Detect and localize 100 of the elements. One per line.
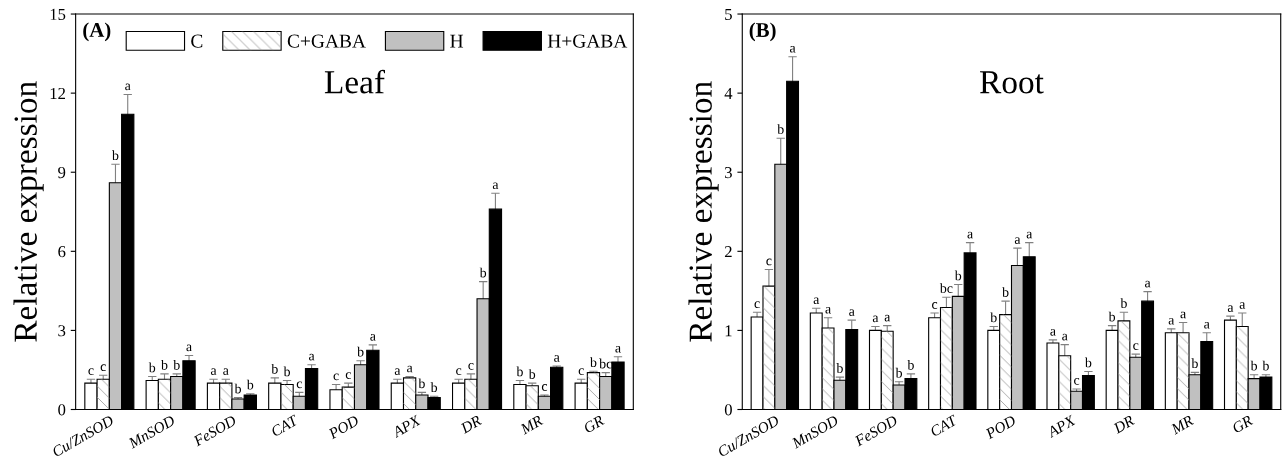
data-label: c xyxy=(100,364,106,372)
data-label: a xyxy=(789,45,796,53)
data-label: a xyxy=(1227,305,1234,312)
x-tick-label: MR xyxy=(519,415,544,435)
y-tick-label: 1 xyxy=(725,325,732,337)
y-tick-label: 0 xyxy=(58,404,66,416)
data-label: a xyxy=(1026,231,1033,239)
data-label: a xyxy=(967,231,973,239)
x-tick-label: CAT xyxy=(929,414,959,437)
data-label: c xyxy=(345,372,351,379)
data-label: c xyxy=(578,368,584,375)
data-label: b xyxy=(148,362,156,373)
data-label: a xyxy=(825,306,831,314)
data-label: b xyxy=(777,124,784,134)
data-label: c xyxy=(456,368,462,375)
data-label: a xyxy=(186,344,192,352)
data-label: b xyxy=(990,312,997,323)
data-label: b xyxy=(528,369,536,379)
data-label: a xyxy=(1239,302,1246,309)
y-axis-title: Relative expression xyxy=(688,81,719,342)
data-label: b xyxy=(283,366,291,377)
y-tick-label: 3 xyxy=(58,325,66,337)
x-tick-label: GR xyxy=(582,414,605,434)
data-label: b xyxy=(1262,360,1269,371)
data-label: b xyxy=(1191,358,1198,369)
data-label: b xyxy=(895,367,903,378)
legend-label: C xyxy=(191,34,203,48)
data-label: b xyxy=(112,150,119,161)
data-label: c xyxy=(296,381,302,389)
data-label: b xyxy=(430,382,438,393)
y-tick-label: 6 xyxy=(58,246,66,258)
annotation: (B) xyxy=(749,22,776,42)
data-label: a xyxy=(223,368,229,375)
data-label: a xyxy=(1180,311,1186,319)
legend-label: C+GABA xyxy=(287,34,366,48)
data-label: b xyxy=(1084,357,1092,368)
data-label: bc xyxy=(599,358,612,369)
y-tick-label: 3 xyxy=(725,166,732,179)
data-label: a xyxy=(394,368,401,375)
data-label: b xyxy=(418,378,425,389)
data-label: a xyxy=(492,182,499,190)
data-label: a xyxy=(1168,317,1175,325)
data-label: a xyxy=(813,297,820,305)
data-label: c xyxy=(1133,343,1139,350)
data-label: a xyxy=(1144,280,1151,288)
legend-label: H xyxy=(450,34,464,48)
text: Leaf xyxy=(324,69,385,94)
x-tick-label: POD xyxy=(327,414,360,440)
data-label: b xyxy=(161,359,168,370)
x-tick-label: DR xyxy=(1112,415,1135,434)
y-tick-label: 15 xyxy=(50,8,66,20)
data-label: a xyxy=(615,345,621,353)
data-label: b xyxy=(907,359,914,370)
data-label: b xyxy=(246,379,254,390)
y-tick-label: 12 xyxy=(50,87,65,99)
data-label: b xyxy=(173,359,180,370)
data-label: a xyxy=(210,368,217,375)
data-label: bc xyxy=(939,283,953,293)
x-tick-label: APX xyxy=(391,414,422,438)
data-label: b xyxy=(954,270,962,281)
data-label: b xyxy=(516,366,523,377)
x-tick-label: GR xyxy=(1231,414,1254,434)
data-label: c xyxy=(754,301,760,309)
data-label: c xyxy=(541,384,548,391)
data-label: b xyxy=(1250,360,1258,371)
x-tick-label: DR xyxy=(459,415,483,434)
x-tick-label: CAT xyxy=(270,414,300,437)
annotation: (A) xyxy=(83,22,111,42)
data-label: c xyxy=(88,368,94,375)
x-tick-label: APX xyxy=(1045,414,1077,438)
data-label: a xyxy=(849,309,855,316)
data-label: a xyxy=(554,355,560,362)
data-label: a xyxy=(1050,329,1056,336)
x-tick-label: POD xyxy=(984,414,1017,440)
legend-label: H+GABA xyxy=(547,34,628,48)
data-label: a xyxy=(125,83,131,91)
data-label: a xyxy=(1014,237,1021,244)
data-label: c xyxy=(1074,378,1080,385)
data-label: c xyxy=(468,363,474,370)
data-label: b xyxy=(479,267,487,278)
data-label: c xyxy=(333,373,339,381)
data-label: b xyxy=(1120,298,1127,309)
text: Root xyxy=(980,71,1044,94)
data-label: a xyxy=(407,365,413,373)
data-label: c xyxy=(766,258,772,266)
data-label: c xyxy=(932,302,938,309)
data-label: a xyxy=(872,315,879,323)
data-label: b xyxy=(357,346,364,357)
data-label: a xyxy=(884,314,891,322)
data-label: b xyxy=(1108,311,1116,322)
data-label: b xyxy=(1002,287,1009,297)
data-label: a xyxy=(1062,333,1068,341)
data-label: a xyxy=(370,334,376,341)
data-label: b xyxy=(271,363,278,374)
y-tick-label: 0 xyxy=(724,404,732,416)
data-label: a xyxy=(308,353,315,361)
y-tick-label: 9 xyxy=(58,166,66,179)
y-tick-label: 2 xyxy=(724,246,732,258)
data-label: b xyxy=(590,357,597,368)
y-tick-label: 4 xyxy=(724,87,733,99)
